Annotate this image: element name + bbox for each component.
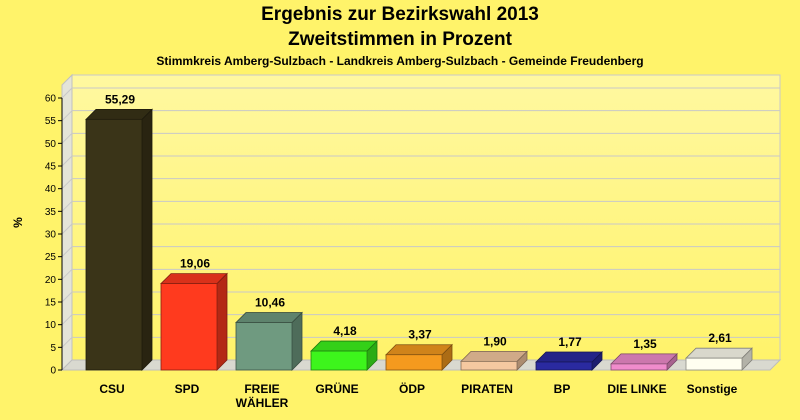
chart-title: Ergebnis zur Bezirkswahl 2013: [261, 4, 539, 25]
data-label: 1,35: [633, 337, 657, 351]
gridline-side: [61, 87, 73, 99]
bar: [685, 357, 743, 371]
chart-caption: Stimmkreis Amberg-Sulzbach - Landkreis A…: [156, 54, 644, 68]
x-tick-label: WÄHLER: [236, 395, 289, 410]
y-tick-label: 30: [45, 230, 57, 241]
bar-top: [85, 108, 153, 120]
bar: [310, 350, 368, 371]
gridline-side: [61, 110, 73, 122]
y-tick-label: 35: [45, 207, 57, 218]
gridline-side: [61, 132, 73, 144]
chart-subtitle: Zweitstimmen in Prozent: [288, 29, 512, 50]
bar-top: [535, 351, 603, 363]
y-tick-label: 15: [45, 298, 57, 309]
bar-top: [610, 353, 678, 365]
bar: [610, 363, 668, 371]
y-tick-label: 40: [45, 184, 57, 195]
bar-top: [685, 347, 753, 359]
bar: [385, 354, 443, 371]
y-tick-label: 25: [45, 252, 57, 263]
x-tick-label: FREIE: [244, 382, 279, 396]
data-label: 4,18: [333, 324, 357, 338]
gridline-side: [61, 336, 73, 348]
gridline-side: [61, 291, 73, 303]
bar: [85, 118, 143, 371]
bar: [160, 283, 218, 371]
x-tick-label: CSU: [99, 382, 124, 396]
y-tick-label: 55: [45, 116, 57, 127]
x-tick-label: SPD: [175, 382, 200, 396]
data-label: 3,37: [408, 328, 432, 342]
gridline-side: [61, 246, 73, 258]
gridline-side: [61, 268, 73, 280]
y-tick-label: 10: [45, 320, 57, 331]
gridline-side: [61, 178, 73, 190]
data-label: 55,29: [105, 92, 135, 106]
bar: [460, 360, 518, 371]
bar: [535, 361, 593, 371]
bar-top: [235, 312, 303, 323]
y-tick-label: 0: [50, 366, 56, 377]
data-label: 10,46: [255, 296, 285, 310]
gridline-side: [61, 200, 73, 212]
y-tick-label: 60: [45, 94, 57, 105]
gridline-side: [61, 155, 73, 167]
bar: [235, 322, 293, 371]
y-tick-label: 50: [45, 139, 57, 150]
x-tick-label: BP: [554, 382, 571, 396]
y-axis-label: %: [11, 217, 25, 228]
bar-top: [385, 344, 453, 356]
x-tick-label: DIE LINKE: [607, 382, 666, 396]
bar-side: [216, 272, 228, 371]
bar-side: [141, 108, 153, 371]
y-tick-label: 45: [45, 162, 57, 173]
x-tick-label: PIRATEN: [461, 382, 513, 396]
y-tick-label: 5: [50, 343, 56, 354]
y-tick-label: 20: [45, 275, 57, 286]
data-label: 19,06: [180, 257, 210, 271]
data-label: 2,61: [708, 331, 732, 345]
x-tick-label: ÖDP: [399, 381, 425, 396]
gridline-side: [61, 223, 73, 235]
gridline-side: [61, 314, 73, 326]
x-tick-label: Sonstige: [687, 382, 738, 396]
data-label: 1,90: [483, 334, 507, 348]
bar-top: [160, 273, 228, 284]
bar-top: [310, 340, 378, 352]
data-label: 1,77: [558, 335, 582, 349]
bar-top: [460, 350, 528, 362]
x-tick-label: GRÜNE: [315, 381, 358, 396]
